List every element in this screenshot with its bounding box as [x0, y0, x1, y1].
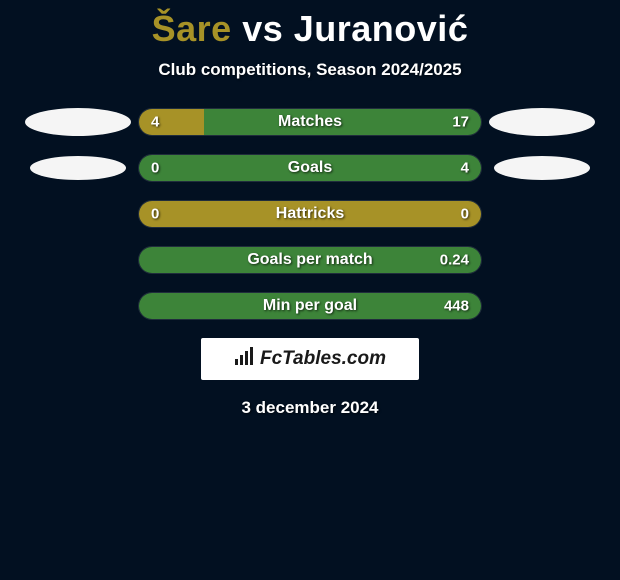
left-badge-slot [18, 108, 138, 136]
bar-goals: 0 Goals 4 [138, 154, 482, 182]
row-hattricks: 0 Hattricks 0 [0, 200, 620, 228]
player1-badge [25, 108, 131, 136]
bars-icon [234, 347, 256, 371]
comparison-rows: 4 Matches 17 0 Goals 4 0 Hattricks [0, 108, 620, 320]
bar-goals-per-match: Goals per match 0.24 [138, 246, 482, 274]
right-badge-slot [482, 108, 602, 136]
row-goals-per-match: Goals per match 0.24 [0, 246, 620, 274]
left-value: 0 [151, 206, 159, 223]
right-value: 4 [461, 160, 469, 177]
row-goals: 0 Goals 4 [0, 154, 620, 182]
row-matches: 4 Matches 17 [0, 108, 620, 136]
player2-badge [494, 156, 590, 180]
left-value: 4 [151, 114, 159, 131]
title-player2: Juranović [294, 8, 469, 49]
player2-badge [489, 108, 595, 136]
page-title: Šare vs Juranović [0, 0, 620, 50]
bar-right-fill [204, 109, 481, 135]
title-vs: vs [232, 8, 294, 49]
player1-badge [30, 156, 126, 180]
right-value: 0.24 [440, 252, 469, 269]
metric-label: Hattricks [276, 205, 344, 223]
bar-hattricks: 0 Hattricks 0 [138, 200, 482, 228]
left-value: 0 [151, 160, 159, 177]
right-value: 448 [444, 298, 469, 315]
subtitle: Club competitions, Season 2024/2025 [0, 60, 620, 80]
left-badge-slot [18, 156, 138, 180]
date-label: 3 december 2024 [0, 398, 620, 418]
metric-label: Min per goal [263, 297, 357, 315]
bar-matches: 4 Matches 17 [138, 108, 482, 136]
bar-min-per-goal: Min per goal 448 [138, 292, 482, 320]
right-value: 0 [461, 206, 469, 223]
metric-label: Matches [278, 113, 342, 131]
metric-label: Goals [288, 159, 332, 177]
right-value: 17 [452, 114, 469, 131]
logo-label: FcTables.com [260, 348, 386, 370]
source-logo: FcTables.com [201, 338, 419, 380]
bar-left-fill [139, 109, 204, 135]
row-min-per-goal: Min per goal 448 [0, 292, 620, 320]
title-player1: Šare [152, 8, 232, 49]
logo-text: FcTables.com [234, 347, 386, 371]
right-badge-slot [482, 156, 602, 180]
metric-label: Goals per match [247, 251, 372, 269]
